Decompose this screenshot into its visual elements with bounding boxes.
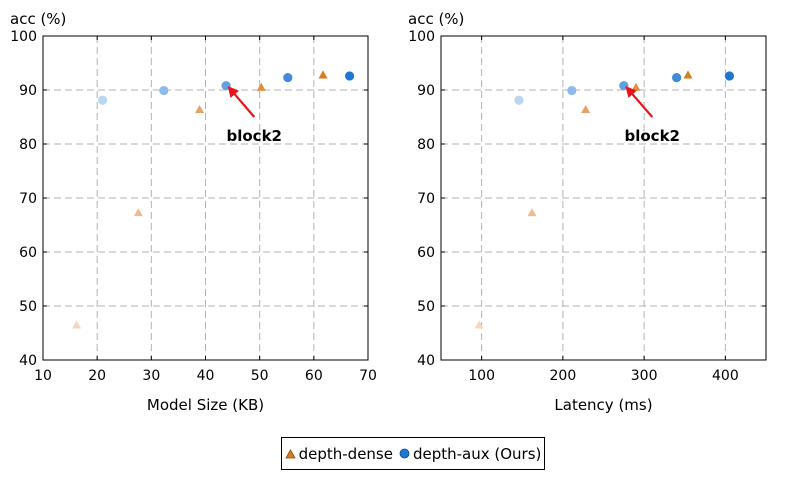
point-depth-aux-0-4: [344, 71, 355, 81]
x-tick-label-0: 40: [197, 368, 215, 384]
legend: depth-dense depth-aux (Ours): [281, 437, 545, 470]
point-depth-aux-1-0: [514, 95, 524, 105]
y-tick-label-0: 40: [19, 353, 37, 369]
point-depth-dense-0-1: [133, 208, 143, 217]
x-tick-label-1: 400: [712, 368, 739, 384]
x-tick-label-0: 60: [305, 368, 323, 384]
point-depth-dense-1-0: [474, 320, 484, 329]
point-depth-dense-0-4: [318, 70, 328, 79]
annotation-arrow-0: [227, 86, 256, 118]
x-tick-label-0: 10: [34, 368, 52, 384]
point-depth-dense-1-4: [683, 70, 693, 79]
annotation-label-0: block2: [227, 127, 283, 145]
point-depth-dense-0-3: [256, 82, 266, 91]
point-depth-aux-0-3: [283, 72, 293, 83]
point-depth-aux-1-1: [567, 85, 577, 96]
x-tick-label-0: 20: [88, 368, 106, 384]
y-tick-label-0: 70: [19, 191, 37, 207]
x-tick-label-0: 50: [251, 368, 269, 384]
annotation-arrow-1: [625, 86, 654, 118]
triangle-icon: [284, 448, 296, 459]
point-depth-dense-0-2: [195, 104, 205, 114]
y-tick-label-0: 100: [10, 29, 37, 45]
y-tick-label-1: 40: [417, 353, 435, 369]
y-tick-label-0: 50: [19, 299, 37, 315]
x-tick-label-1: 300: [631, 368, 658, 384]
point-depth-aux-1-4: [724, 71, 735, 81]
point-depth-aux-0-1: [159, 85, 169, 96]
point-depth-aux-0-0: [97, 95, 108, 105]
legend-item-depth-dense: depth-dense: [284, 444, 393, 463]
y-tick-label-1: 70: [417, 191, 435, 207]
point-depth-dense-1-1: [527, 208, 537, 217]
annotation-label-1: block2: [625, 127, 681, 145]
y-tick-label-0: 80: [19, 137, 37, 153]
legend-label-depth-dense: depth-dense: [298, 444, 393, 463]
y-tick-label-1: 100: [408, 29, 435, 45]
circle-icon: [399, 448, 410, 459]
x-tick-label-0: 30: [142, 368, 160, 384]
y-tick-label-1: 80: [417, 137, 435, 153]
y-tick-label-1: 50: [417, 299, 435, 315]
legend-item-depth-aux: depth-aux (Ours): [399, 445, 541, 463]
point-depth-dense-0-0: [72, 320, 82, 329]
y-tick-label-0: 90: [19, 83, 37, 99]
legend-label-depth-aux: depth-aux (Ours): [412, 444, 542, 463]
y-tick-label-1: 90: [417, 83, 435, 99]
y-axis-label-1: acc (%): [408, 10, 464, 28]
x-tick-label-1: 100: [468, 368, 495, 384]
x-tick-label-0: 70: [359, 368, 377, 384]
y-axis-label-0: acc (%): [10, 10, 66, 28]
x-axis-label-0: Model Size (KB): [147, 396, 264, 414]
x-axis-label-1: Latency (ms): [554, 396, 652, 414]
y-tick-label-0: 60: [19, 245, 37, 261]
x-tick-label-1: 200: [550, 368, 577, 384]
point-depth-aux-1-3: [672, 72, 682, 83]
point-depth-dense-1-2: [581, 104, 591, 114]
y-tick-label-1: 60: [417, 245, 435, 261]
point-depth-dense-1-3: [631, 82, 641, 91]
